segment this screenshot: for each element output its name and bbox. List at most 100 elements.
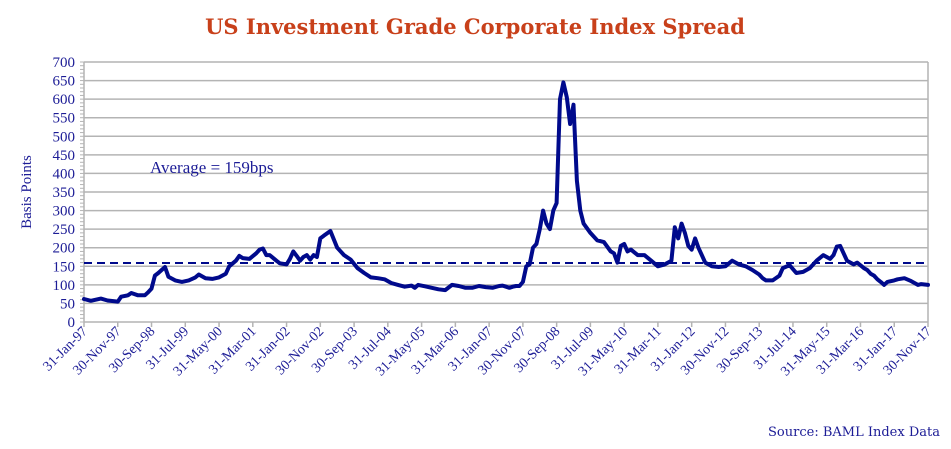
data-point	[588, 231, 593, 235]
source-note: Source: BAML Index Data	[768, 425, 940, 440]
data-points	[82, 80, 930, 304]
data-point	[700, 253, 704, 257]
y-tick-label: 550	[53, 111, 76, 127]
y-axis-label: Basis Points	[19, 155, 35, 229]
y-tick-label: 250	[53, 222, 76, 238]
data-point	[534, 242, 538, 246]
average-annotation: Average = 159bps	[150, 158, 274, 177]
data-point	[845, 259, 849, 263]
data-point	[328, 229, 333, 233]
data-point	[268, 253, 272, 257]
spread-series-line	[82, 80, 930, 304]
data-point	[879, 280, 883, 284]
data-point	[656, 264, 660, 268]
data-point	[561, 80, 565, 85]
data-point	[382, 277, 387, 281]
data-point	[777, 273, 782, 278]
data-point	[301, 255, 306, 259]
data-point	[760, 276, 765, 280]
data-point	[143, 293, 147, 297]
data-point	[136, 293, 140, 297]
data-point	[649, 259, 653, 263]
data-point	[436, 287, 441, 291]
data-point	[676, 236, 680, 241]
data-point	[551, 208, 555, 213]
data-point	[166, 275, 170, 279]
data-point	[298, 259, 302, 263]
data-point	[548, 227, 552, 231]
y-tick-label: 350	[53, 185, 76, 201]
data-point	[163, 265, 167, 269]
data-point	[872, 273, 876, 278]
data-point	[781, 266, 785, 270]
data-point	[89, 299, 93, 303]
data-point	[389, 281, 393, 285]
data-point	[730, 259, 734, 263]
data-point	[909, 279, 913, 283]
data-point	[129, 291, 133, 295]
y-tick-label: 400	[53, 166, 76, 182]
data-point	[852, 262, 856, 267]
data-point	[517, 284, 522, 288]
y-tick-label: 650	[53, 74, 76, 90]
data-point	[423, 284, 427, 288]
data-point	[278, 261, 282, 265]
data-point	[669, 259, 674, 263]
data-point	[801, 270, 805, 274]
data-point	[396, 283, 400, 287]
chart-title: US Investment Grade Corporate Index Spre…	[205, 14, 745, 39]
data-point	[180, 280, 184, 284]
data-point	[528, 262, 532, 267]
data-point	[237, 254, 241, 258]
data-point	[274, 259, 279, 263]
data-point	[855, 260, 859, 265]
data-point	[912, 281, 917, 285]
data-point	[264, 253, 268, 257]
data-point	[892, 278, 896, 282]
data-point	[737, 262, 741, 267]
data-point	[717, 265, 721, 269]
data-point	[615, 260, 620, 265]
data-point	[149, 286, 154, 291]
data-point	[501, 284, 505, 288]
data-point	[261, 246, 265, 251]
data-point	[896, 277, 900, 281]
data-point	[116, 299, 120, 304]
data-point	[119, 295, 123, 299]
data-point	[686, 244, 690, 248]
data-point	[241, 256, 245, 260]
data-point	[565, 95, 569, 99]
data-point	[642, 253, 647, 257]
data-point	[835, 245, 839, 249]
x-tick-labels: 31-Jan-9730-Nov-9730-Sep-9831-Jul-9931-M…	[41, 324, 935, 379]
y-tick-label: 500	[53, 129, 76, 145]
data-point	[99, 297, 103, 301]
data-point	[663, 262, 667, 267]
data-point	[291, 249, 295, 254]
data-point	[490, 286, 495, 290]
data-point	[885, 280, 890, 284]
data-point	[504, 285, 508, 289]
data-point	[629, 247, 633, 252]
data-point	[764, 278, 768, 282]
data-point	[771, 278, 775, 282]
data-point	[582, 221, 586, 226]
data-point	[497, 284, 501, 288]
data-point	[193, 275, 198, 280]
data-point	[555, 201, 559, 205]
data-point	[578, 208, 582, 213]
y-tick-label: 300	[53, 204, 76, 220]
data-point	[703, 260, 707, 265]
data-point	[217, 275, 221, 280]
data-point	[254, 251, 258, 255]
data-point	[541, 208, 545, 213]
data-point	[757, 272, 761, 277]
data-point	[902, 276, 906, 280]
data-point	[173, 278, 177, 282]
data-point	[409, 284, 414, 288]
data-point	[318, 236, 322, 241]
data-point	[923, 282, 927, 287]
data-point	[693, 236, 697, 241]
data-point	[814, 259, 819, 263]
data-point	[919, 282, 923, 286]
